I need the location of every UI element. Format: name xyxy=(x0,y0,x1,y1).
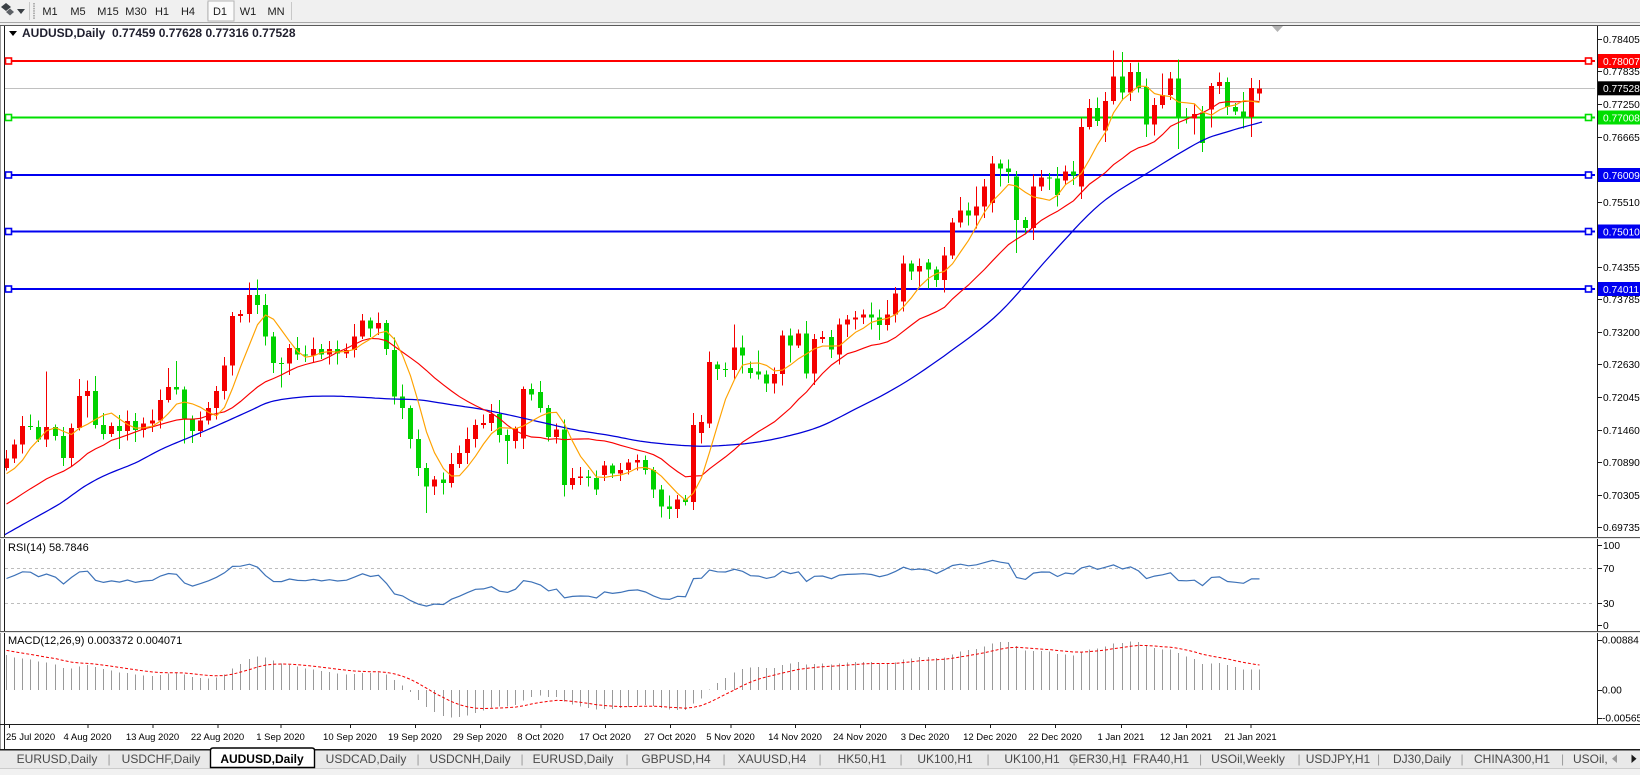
svg-text:EURUSD,Daily: EURUSD,Daily xyxy=(533,752,614,766)
svg-text:|: | xyxy=(1072,752,1075,766)
svg-text:HK50,H1: HK50,H1 xyxy=(838,752,887,766)
svg-text:0.78007: 0.78007 xyxy=(1603,57,1640,68)
svg-text:17 Oct 2020: 17 Oct 2020 xyxy=(579,732,631,743)
svg-text:5 Nov 2020: 5 Nov 2020 xyxy=(706,732,755,743)
svg-text:25 Jul 2020: 25 Jul 2020 xyxy=(6,732,55,743)
svg-text:M30: M30 xyxy=(125,6,146,18)
svg-text:29 Sep 2020: 29 Sep 2020 xyxy=(453,732,507,743)
svg-text:0.78405: 0.78405 xyxy=(1603,35,1640,46)
svg-text:27 Oct 2020: 27 Oct 2020 xyxy=(644,732,696,743)
svg-text:0.77250: 0.77250 xyxy=(1603,100,1640,111)
svg-text:0.71460: 0.71460 xyxy=(1603,426,1640,437)
svg-text:EURUSD,Daily: EURUSD,Daily xyxy=(17,752,98,766)
svg-text:0: 0 xyxy=(1603,621,1609,632)
svg-text:DJ30,Daily: DJ30,Daily xyxy=(1393,752,1451,766)
svg-text:|: | xyxy=(1199,752,1202,766)
svg-text:0.72630: 0.72630 xyxy=(1603,360,1640,371)
svg-text:H1: H1 xyxy=(155,6,169,18)
svg-text:70: 70 xyxy=(1603,564,1615,575)
svg-text:AUDUSD,Daily: AUDUSD,Daily xyxy=(220,752,304,766)
svg-text:|: | xyxy=(1297,752,1300,766)
svg-text:USOil,: USOil, xyxy=(1573,752,1608,766)
svg-text:1 Jan 2021: 1 Jan 2021 xyxy=(1097,732,1144,743)
svg-text:M1: M1 xyxy=(42,6,57,18)
svg-text:|: | xyxy=(1460,752,1463,766)
svg-text:0.74355: 0.74355 xyxy=(1603,263,1640,274)
svg-text:3 Dec 2020: 3 Dec 2020 xyxy=(901,732,950,743)
svg-text:12 Dec 2020: 12 Dec 2020 xyxy=(963,732,1017,743)
svg-text:0.72045: 0.72045 xyxy=(1603,393,1640,404)
svg-text:8 Oct 2020: 8 Oct 2020 xyxy=(517,732,563,743)
svg-text:M15: M15 xyxy=(97,6,118,18)
svg-text:0.70305: 0.70305 xyxy=(1603,491,1640,502)
svg-text:100: 100 xyxy=(1603,541,1620,552)
svg-text:USDJPY,H1: USDJPY,H1 xyxy=(1306,752,1371,766)
svg-text:UK100,H1: UK100,H1 xyxy=(917,752,973,766)
svg-text:|: | xyxy=(520,752,523,766)
svg-text:4 Aug 2020: 4 Aug 2020 xyxy=(63,732,111,743)
svg-text:USDCNH,Daily: USDCNH,Daily xyxy=(429,752,510,766)
svg-text:|: | xyxy=(986,752,989,766)
svg-text:30: 30 xyxy=(1603,599,1615,610)
svg-text:-0.005651: -0.005651 xyxy=(1602,714,1640,725)
svg-text:USOil,Weekly: USOil,Weekly xyxy=(1211,752,1285,766)
svg-text:|: | xyxy=(722,752,725,766)
svg-text:13 Aug 2020: 13 Aug 2020 xyxy=(126,732,179,743)
svg-text:|: | xyxy=(1377,752,1380,766)
svg-text:14 Nov 2020: 14 Nov 2020 xyxy=(768,732,822,743)
svg-text:|: | xyxy=(818,752,821,766)
svg-text:W1: W1 xyxy=(240,6,257,18)
svg-text:M5: M5 xyxy=(70,6,85,18)
svg-text:FRA40,H1: FRA40,H1 xyxy=(1133,752,1189,766)
svg-text:0.75510: 0.75510 xyxy=(1603,198,1640,209)
svg-text:24 Nov 2020: 24 Nov 2020 xyxy=(833,732,887,743)
svg-text:19 Sep 2020: 19 Sep 2020 xyxy=(388,732,442,743)
svg-text:XAUUSD,H4: XAUUSD,H4 xyxy=(738,752,807,766)
svg-text:H4: H4 xyxy=(181,6,195,18)
svg-text:10 Sep 2020: 10 Sep 2020 xyxy=(323,732,377,743)
svg-text:0.00884: 0.00884 xyxy=(1602,636,1639,647)
svg-text:22 Aug 2020: 22 Aug 2020 xyxy=(191,732,244,743)
svg-text:0.73200: 0.73200 xyxy=(1603,328,1640,339)
svg-text:|: | xyxy=(625,752,628,766)
svg-text:MN: MN xyxy=(267,6,284,18)
svg-text:|: | xyxy=(1561,752,1564,766)
svg-text:0.77008: 0.77008 xyxy=(1603,113,1640,124)
svg-text:0.74011: 0.74011 xyxy=(1603,285,1639,296)
svg-text:0.76009: 0.76009 xyxy=(1603,171,1640,182)
svg-text:USDCAD,Daily: USDCAD,Daily xyxy=(326,752,407,766)
svg-text:|: | xyxy=(1120,752,1123,766)
svg-text:UK100,H1: UK100,H1 xyxy=(1004,752,1060,766)
svg-text:GER30,H1: GER30,H1 xyxy=(1069,752,1127,766)
svg-text:|: | xyxy=(416,752,419,766)
svg-text:0.77528: 0.77528 xyxy=(1603,84,1640,95)
svg-text:0.00: 0.00 xyxy=(1602,686,1622,697)
svg-text:0.70890: 0.70890 xyxy=(1603,458,1640,469)
svg-text:0.69735: 0.69735 xyxy=(1603,523,1640,534)
svg-text:|: | xyxy=(899,752,902,766)
svg-text:USDCHF,Daily: USDCHF,Daily xyxy=(122,752,201,766)
svg-text:12 Jan 2021: 12 Jan 2021 xyxy=(1160,732,1212,743)
svg-text:0.75010: 0.75010 xyxy=(1603,227,1640,238)
svg-text:AUDUSD,Daily 0.77459 0.77628: AUDUSD,Daily 0.77459 0.77628 0.77316 0.7… xyxy=(22,26,296,40)
svg-text:|: | xyxy=(107,752,110,766)
svg-text:0.77835: 0.77835 xyxy=(1603,67,1640,78)
svg-text:1 Sep 2020: 1 Sep 2020 xyxy=(256,732,305,743)
svg-text:MACD(12,26,9) 0.003372 0.00407: MACD(12,26,9) 0.003372 0.004071 xyxy=(8,635,182,647)
svg-text:21 Jan 2021: 21 Jan 2021 xyxy=(1224,732,1276,743)
svg-text:22 Dec 2020: 22 Dec 2020 xyxy=(1028,732,1082,743)
svg-text:D1: D1 xyxy=(213,6,227,18)
svg-text:0.76665: 0.76665 xyxy=(1603,133,1640,144)
svg-text:GBPUSD,H4: GBPUSD,H4 xyxy=(641,752,711,766)
svg-text:CHINA300,H1: CHINA300,H1 xyxy=(1474,752,1550,766)
svg-text:0.73785: 0.73785 xyxy=(1603,295,1640,306)
svg-text:RSI(14) 58.7846: RSI(14) 58.7846 xyxy=(8,542,89,554)
